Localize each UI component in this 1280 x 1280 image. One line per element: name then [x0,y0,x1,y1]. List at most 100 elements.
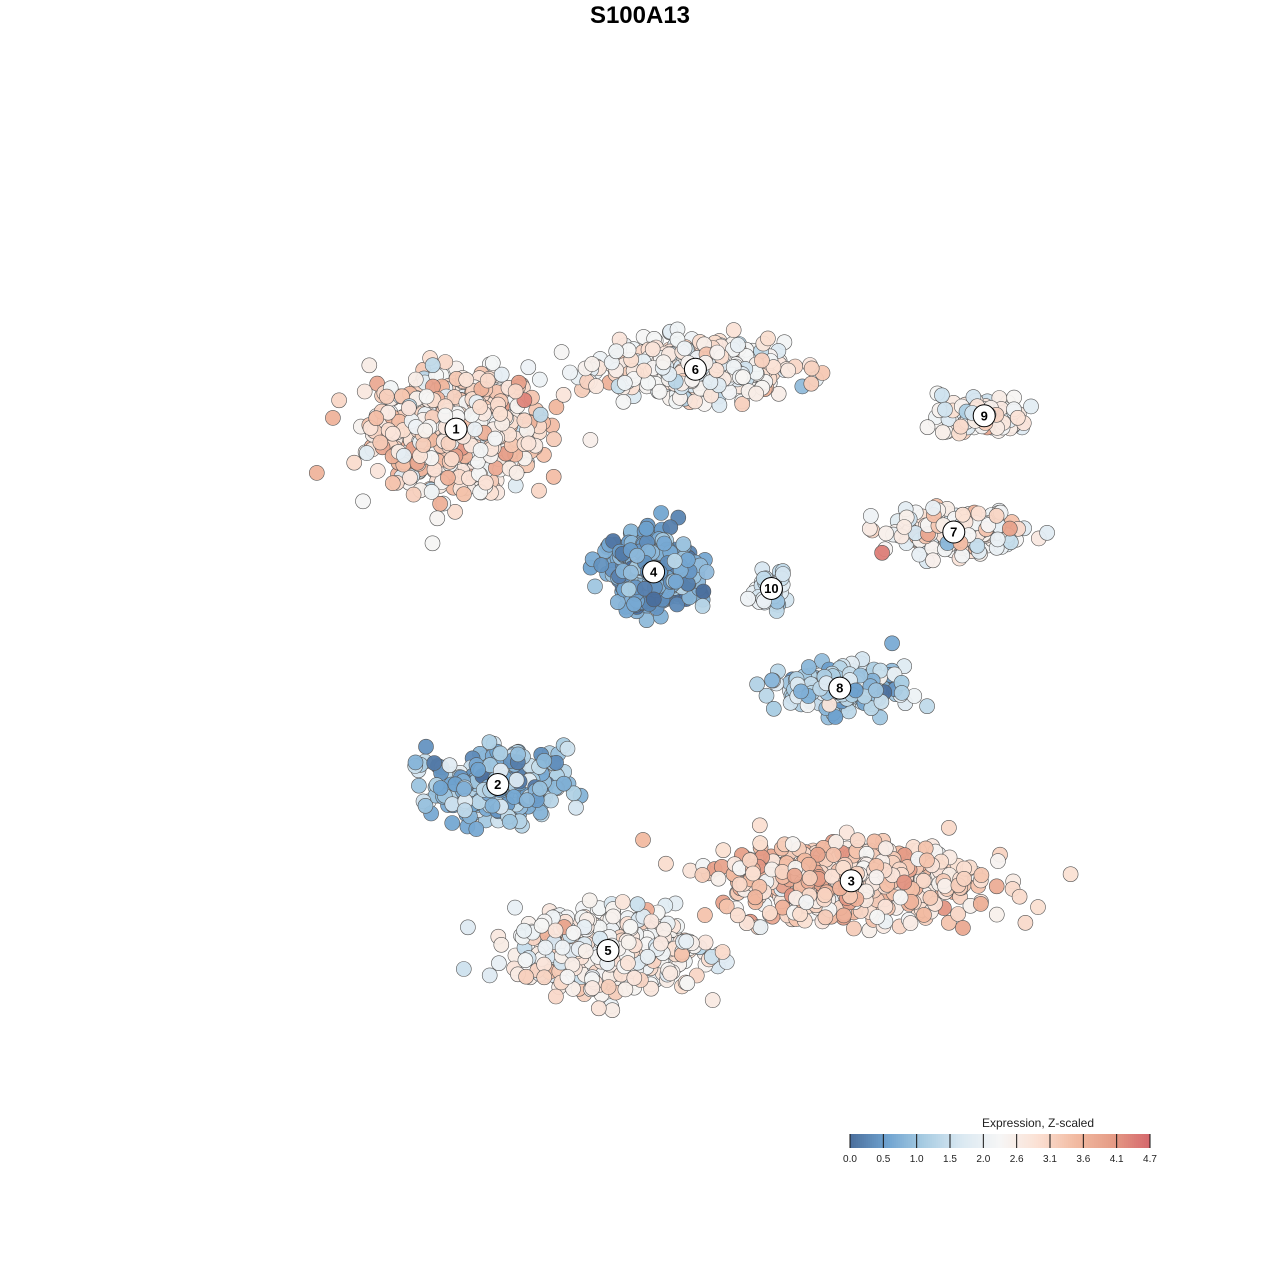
cell-point [506,789,522,805]
cluster-label-badge [486,772,510,796]
legend-tick-label: 3.1 [1043,1154,1057,1165]
cell-point [1011,888,1028,905]
cell-point [356,383,373,400]
legend-color-segment [1016,1134,1019,1148]
cell-point [643,980,659,997]
cell-point [516,922,532,939]
legend-color-segment [1056,1134,1059,1148]
legend-color-segment [896,1134,899,1148]
cell-point [973,867,990,883]
legend-color-segment [870,1134,873,1148]
legend-color-segment [1112,1134,1115,1148]
legend-color-segment [1088,1134,1091,1148]
legend-color-segment [962,1134,965,1148]
cell-point [536,752,553,769]
cell-point [418,738,434,755]
cell-point [407,371,424,388]
legend-color-segment [856,1134,859,1148]
legend-color-segment [1002,1134,1005,1148]
cell-point [698,564,715,580]
cell-point [752,835,769,852]
cell-point [559,969,576,985]
cell-point [444,815,461,831]
legend-ticks: 0.0 0.5 1.0 1.5 2.0 2.6 3.1 3.6 4.1 4.7 [843,1134,1157,1165]
cell-point [492,745,509,762]
cell-point [780,362,797,379]
cell-point [481,967,498,984]
cell-point [762,905,778,921]
cell-point [747,889,764,906]
cell-point [988,878,1005,895]
cell-point [407,754,424,771]
legend-color-segment [1078,1134,1081,1148]
cell-point [608,343,625,360]
cell-point [835,907,852,924]
cluster-label-4: 4 [642,560,666,584]
legend-color-segment [1124,1134,1127,1148]
cell-point [956,870,972,887]
legend-color-segment [936,1134,939,1148]
legend-color-segment [1004,1134,1007,1148]
cell-point [355,493,371,510]
legend-color-segment [914,1134,917,1148]
cell-point [590,1000,607,1017]
cell-point [969,538,986,554]
cell-point [925,552,941,569]
cell-point [501,813,518,830]
cell-point [793,683,809,700]
cell-point [1023,398,1039,415]
cluster-label-text: 6 [692,362,699,377]
legend-color-segment [996,1134,999,1148]
cell-point [493,936,510,953]
cell-point [547,922,564,939]
cell-point [658,855,674,872]
cell-point [866,833,883,850]
cell-point [556,775,572,792]
legend-tick-label: 1.5 [943,1154,957,1165]
cell-point [487,430,503,447]
cluster-label-text: 4 [650,564,658,579]
legend-color-segment [966,1134,969,1148]
cell-point [396,447,412,464]
legend-color-segment [878,1134,881,1148]
legend-color-segment [1048,1134,1051,1148]
legend-color-segment [1030,1134,1033,1148]
legend-color-segment [1042,1134,1045,1148]
legend-color-segment [938,1134,941,1148]
legend-tick-label: 2.0 [976,1154,990,1165]
cell-point [676,340,693,357]
cell-point [516,412,533,429]
legend-color-segment [964,1134,967,1148]
legend-color-segment [1080,1134,1083,1148]
cell-point [919,698,935,715]
legend-color-segment [898,1134,901,1148]
cell-point [825,847,842,863]
cell-point [508,464,525,481]
cell-point [925,500,942,516]
cell-point [919,852,935,869]
legend-color-segment [1000,1134,1003,1148]
legend-color-segment [1106,1134,1109,1148]
cell-point [919,419,936,436]
legend-color-segment [952,1134,955,1148]
legend-color-segment [872,1134,875,1148]
legend-color-segment [1128,1134,1131,1148]
legend-color-segment [1084,1134,1087,1148]
cell-point [484,797,501,814]
legend-color-segment [904,1134,907,1148]
cell-point [636,362,652,379]
legend-color-segment [922,1134,925,1148]
legend-color-segment [978,1134,981,1148]
cell-point [441,757,458,774]
cell-point [368,410,385,427]
cell-point [447,503,463,520]
cell-point [731,876,748,893]
cell-point [520,359,537,376]
cell-point [709,344,726,361]
legend-color-segment [902,1134,905,1148]
cluster-label-badge [972,404,996,428]
legend-color-segment [926,1134,929,1148]
cell-point [614,894,631,910]
cell-point [911,546,928,563]
cell-point [519,792,535,809]
